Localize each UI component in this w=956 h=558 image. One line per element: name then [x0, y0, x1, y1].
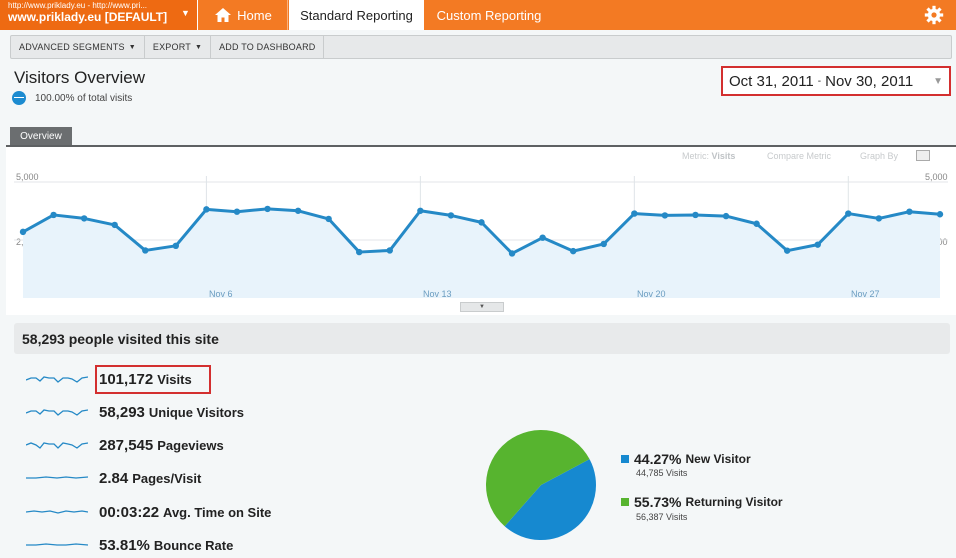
metric-value: 00:03:22 Avg. Time on Site [99, 503, 272, 521]
sparkline [26, 510, 88, 514]
legend-new-label: New Visitor [685, 451, 751, 466]
sparkline [26, 376, 88, 383]
export-label: EXPORT [152, 42, 191, 52]
chevron-down-icon: ▼ [128, 43, 136, 51]
x-tick-label: Nov 27 [851, 289, 880, 299]
legend-swatch [621, 454, 629, 463]
sparkline [26, 543, 88, 546]
tab-overview[interactable]: Overview [10, 127, 72, 145]
y-tick-label: 2,500 [925, 237, 948, 247]
export-button[interactable]: EXPORT ▼ [145, 36, 212, 58]
x-tick-label: Nov 13 [423, 289, 452, 299]
chevron-down-icon: ▼ [933, 76, 943, 87]
segment-pie-icon [12, 91, 26, 105]
metric-value: Visits [711, 151, 736, 161]
legend-new-visitor: 44.27% New Visitor [621, 450, 751, 468]
pie-slice-new-visitor [504, 459, 596, 540]
compare-metric-label: Compare Metric [767, 151, 832, 161]
tab-divider [6, 145, 956, 147]
metric-label: Metric: [682, 151, 709, 161]
sparkline [26, 442, 88, 449]
graph-by-label: Graph By [860, 151, 899, 161]
date-separator: - [817, 75, 822, 87]
profile-url: http://www.priklady.eu - http://www.pri.… [8, 1, 148, 10]
report-toolbar: ADVANCED SEGMENTS ▼ EXPORT ▼ ADD TO DASH… [10, 35, 952, 59]
graph-by-control[interactable]: Graph By [860, 151, 898, 161]
advanced-segments-label: ADVANCED SEGMENTS [19, 42, 125, 52]
calendar-icon[interactable] [916, 150, 930, 161]
home-icon [215, 8, 232, 22]
metric-value: 101,172 Visits [99, 370, 192, 388]
x-tick-label: Nov 6 [209, 289, 233, 299]
advanced-segments-button[interactable]: ADVANCED SEGMENTS ▼ [11, 36, 145, 58]
chart-expand-handle[interactable]: ▼ [460, 302, 504, 312]
metric-value: 58,293 Unique Visitors [99, 403, 245, 421]
legend-new-pct: 44.27% [634, 450, 682, 467]
nav-custom-reporting[interactable]: Custom Reporting [425, 0, 553, 30]
sparkline [26, 476, 88, 479]
legend-new-visits: 44,785 Visits [636, 468, 688, 478]
highlight-box [95, 365, 211, 394]
metric-selector[interactable]: Metric: Visits [682, 151, 735, 161]
legend-ret-label: Returning Visitor [685, 494, 783, 509]
chevron-down-icon: ▼ [194, 43, 203, 51]
tab-overview-label: Overview [20, 130, 62, 142]
date-start: Oct 31, 2011 [729, 72, 814, 90]
metric-value: 2.84 Pages/Visit [99, 469, 202, 487]
legend-ret-pct: 55.73% [634, 493, 682, 510]
nav-standard-label: Standard Reporting [300, 7, 413, 23]
sparkline [26, 409, 88, 416]
y-tick-label: 5,000 [925, 172, 948, 182]
y-tick-label: 2,500 [16, 237, 39, 247]
summary-heading: 58,293 people visited this site [14, 323, 950, 354]
profile-name: www.priklady.eu [DEFAULT] [8, 10, 168, 24]
profile-selector[interactable]: http://www.priklady.eu - http://www.pri.… [0, 0, 198, 30]
nav-custom-label: Custom Reporting [436, 7, 542, 23]
date-end: Nov 30, 2011 [825, 72, 914, 90]
chevron-down-icon: ▼ [181, 8, 190, 18]
nav-home[interactable]: Home [200, 0, 288, 30]
compare-metric-link[interactable]: Compare Metric [767, 151, 831, 161]
nav-home-label: Home [237, 7, 272, 23]
x-tick-label: Nov 20 [637, 289, 666, 299]
nav-standard-reporting[interactable]: Standard Reporting [289, 0, 424, 30]
page-title: Visitors Overview [14, 68, 145, 87]
gear-icon[interactable] [924, 5, 944, 25]
add-to-dashboard-button[interactable]: ADD TO DASHBOARD [211, 36, 325, 58]
legend-returning-visitor: 55.73% Returning Visitor [621, 493, 783, 511]
new-vs-returning-pie [486, 430, 596, 540]
chart-area [6, 147, 956, 315]
metric-value: 287,545 Pageviews [99, 436, 224, 454]
date-range-picker[interactable]: Oct 31, 2011 - Nov 30, 2011 ▼ [721, 66, 951, 96]
metric-value: 53.81% Bounce Rate [99, 536, 234, 554]
pie-slice-returning-visitor [486, 430, 590, 527]
legend-swatch [621, 497, 629, 506]
add-to-dashboard-label: ADD TO DASHBOARD [219, 42, 316, 52]
legend-returning-visits: 56,387 Visits [636, 512, 688, 522]
y-tick-label: 5,000 [16, 172, 39, 182]
percent-of-total: 100.00% of total visits [35, 93, 133, 104]
